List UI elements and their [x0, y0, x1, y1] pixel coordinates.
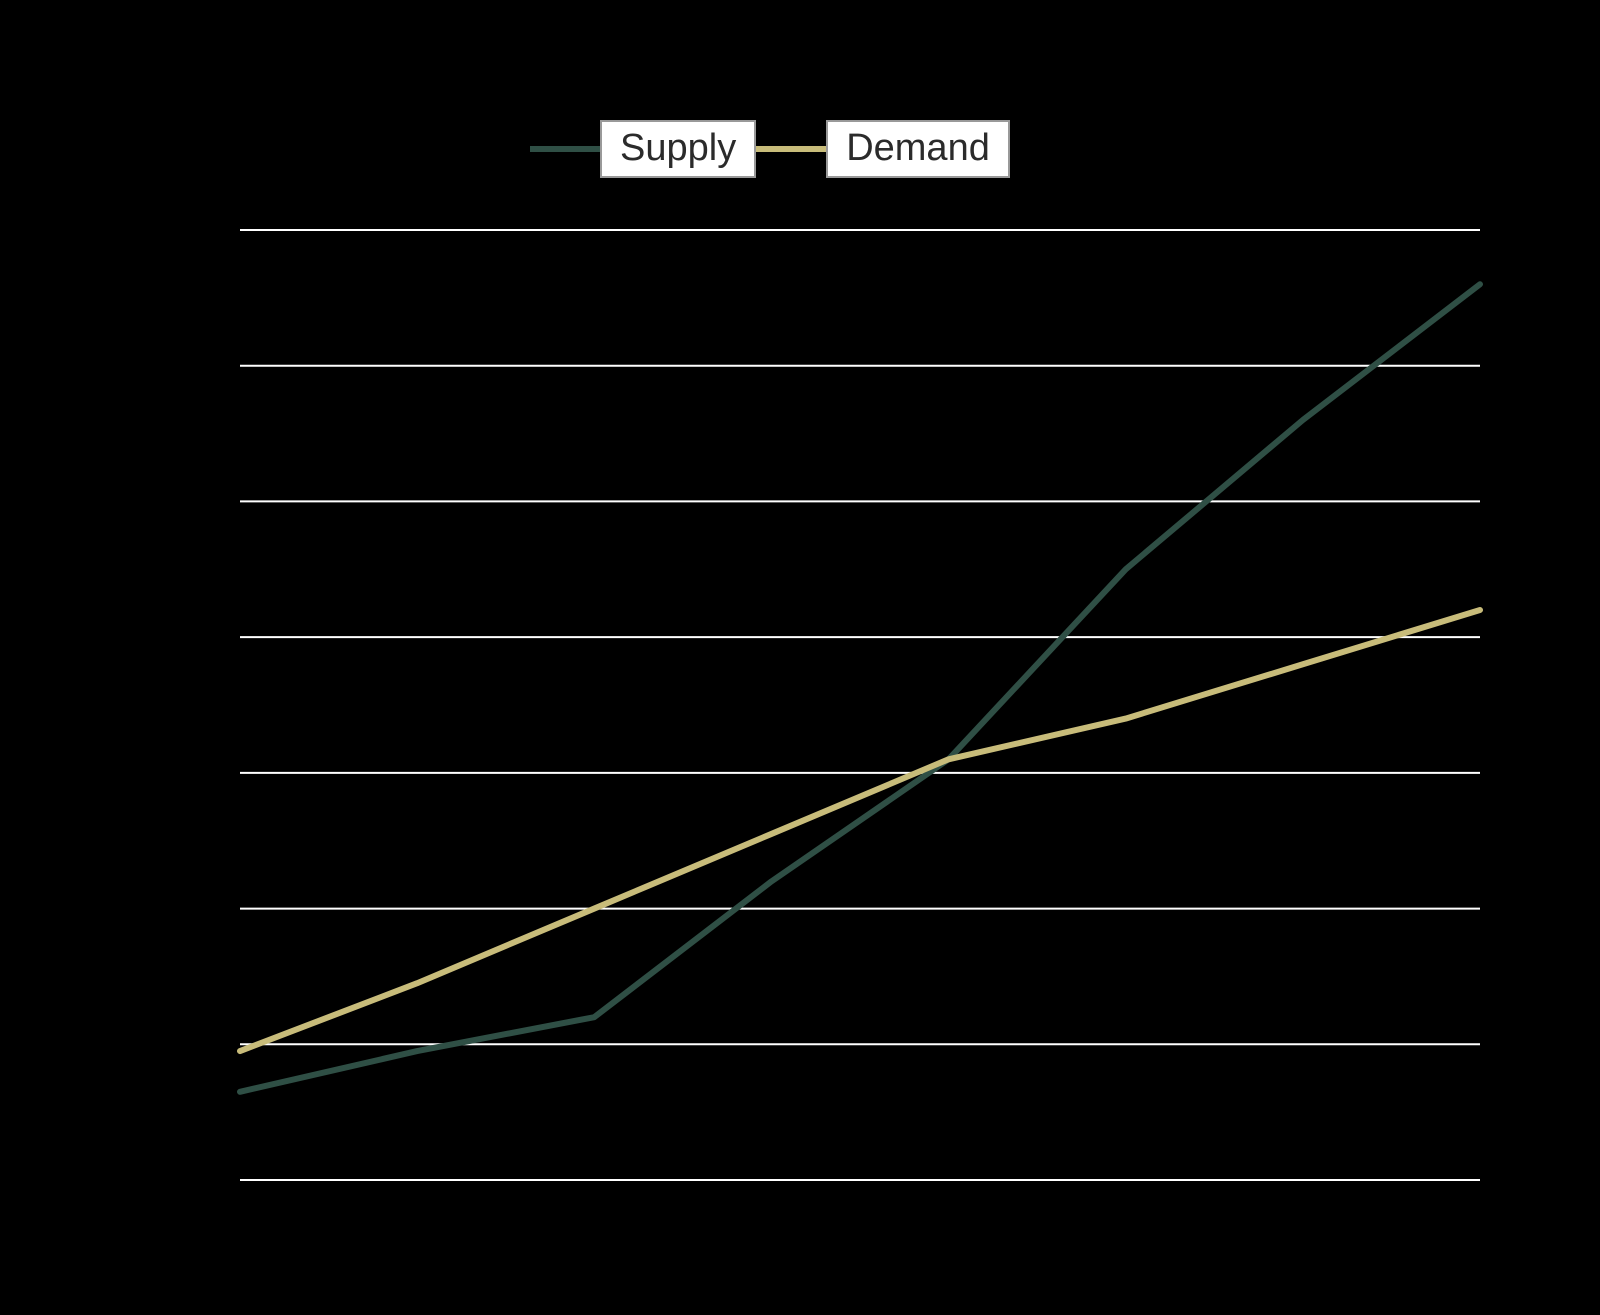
chart-svg [0, 0, 1600, 1315]
series-line-supply [240, 284, 1480, 1092]
legend-item-demand: Demand [756, 120, 1010, 178]
series-line-demand [240, 610, 1480, 1051]
legend-label-supply: Supply [600, 120, 756, 178]
line-chart: Supply Demand [0, 0, 1600, 1315]
legend-label-demand: Demand [826, 120, 1010, 178]
legend-item-supply: Supply [530, 120, 756, 178]
legend: Supply Demand [530, 120, 1010, 178]
legend-swatch-demand [756, 146, 826, 152]
legend-swatch-supply [530, 146, 600, 152]
